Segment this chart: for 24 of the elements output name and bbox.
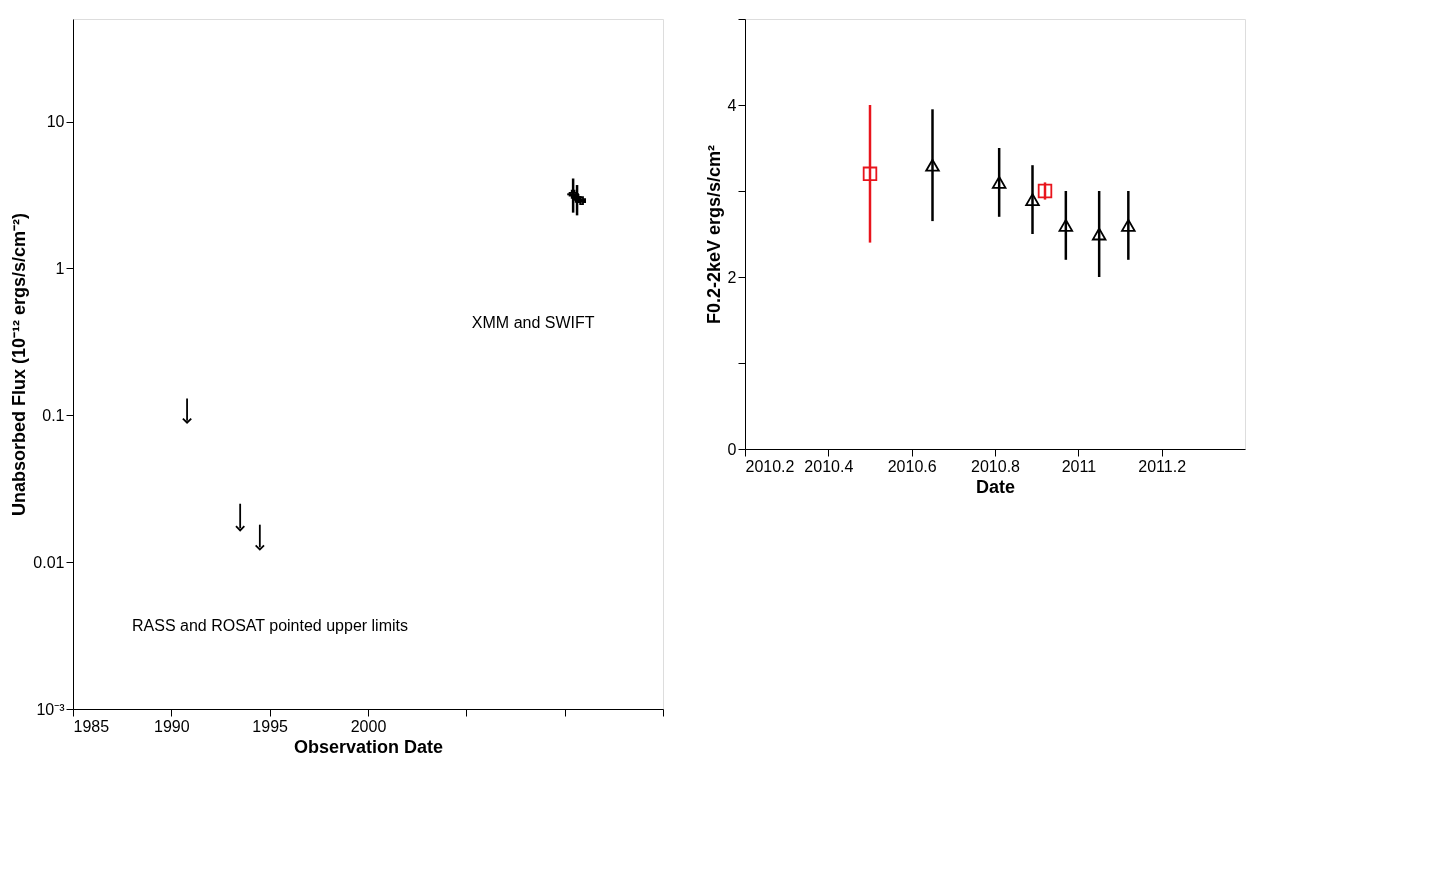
x-tick-label: 2010.8: [971, 457, 1021, 475]
x-tick-label: 2010.2: [745, 457, 795, 475]
x-tick-label: 1995: [252, 717, 289, 735]
y-axis-title: F0.2-2keV ergs/s/cm²: [703, 144, 724, 325]
x-tick-label: 2000: [350, 717, 387, 735]
x-axis-title: Observation Date: [293, 736, 444, 757]
y-axis-title: Unabsorbed Flux (10⁻¹² ergs/s/cm⁻²): [9, 212, 30, 517]
y-tick-label: 4: [727, 96, 737, 114]
y-tick-label: 0.01: [33, 553, 65, 571]
x-tick-label: 2011: [1061, 457, 1097, 475]
x-tick-label: 2010.4: [804, 457, 854, 475]
annotation: XMM and SWIFT: [471, 313, 595, 331]
x-axis-title: Date: [975, 476, 1016, 497]
y-tick-label: 10⁻³: [36, 700, 66, 718]
annotation: RASS and ROSAT pointed upper limits: [132, 617, 408, 635]
x-tick-label: 1985: [73, 717, 110, 735]
y-tick-label: 0: [727, 440, 737, 458]
x-tick-label: 2011.2: [1138, 457, 1187, 475]
y-tick-label: 2: [727, 268, 737, 286]
x-tick-label: 2010.6: [887, 457, 937, 475]
y-tick-label: 0.1: [42, 406, 65, 424]
y-tick-label: 1: [55, 259, 65, 277]
x-tick-label: 1990: [154, 717, 190, 735]
y-tick-label: 10: [46, 113, 65, 131]
